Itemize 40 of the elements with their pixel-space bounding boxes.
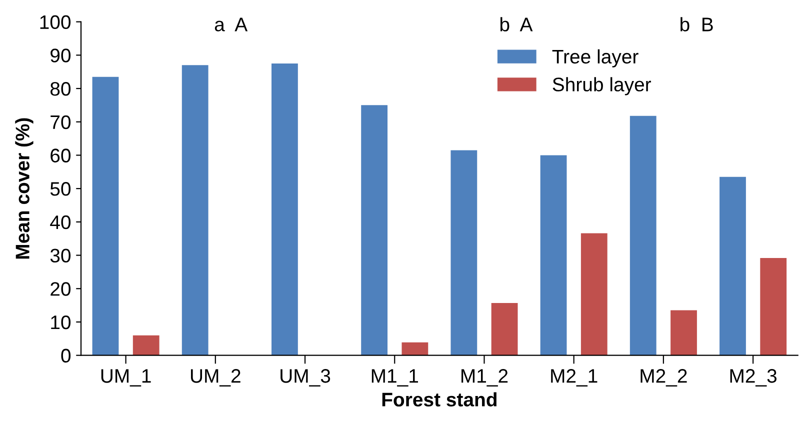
bar xyxy=(272,63,298,356)
x-tick-label: UM_2 xyxy=(190,369,240,386)
y-tick-label: 70 xyxy=(50,115,71,130)
y-tick-label: 100 xyxy=(40,15,71,30)
y-axis-title: Mean cover (%) xyxy=(15,118,34,259)
x-tick-label: M1_2 xyxy=(462,369,508,386)
x-tick-label: M1_1 xyxy=(372,369,418,386)
bar xyxy=(630,116,656,356)
x-tick-label: M2_2 xyxy=(640,369,687,386)
bar xyxy=(361,105,388,356)
y-tick-label: 40 xyxy=(50,215,71,230)
x-axis-title: Forest stand xyxy=(382,392,496,406)
annotation: a A xyxy=(214,18,248,32)
legend-label: Tree layer xyxy=(552,49,638,68)
bar xyxy=(720,176,746,356)
bar xyxy=(182,65,208,356)
annotation: b A xyxy=(500,17,533,32)
bar xyxy=(450,150,478,356)
bar xyxy=(540,155,567,356)
bar xyxy=(402,342,428,356)
x-tick-label: M2_1 xyxy=(551,369,598,386)
x-tick-label: M2_3 xyxy=(730,369,777,386)
y-tick-label: 80 xyxy=(50,82,71,96)
legend-label: Shrub layer xyxy=(552,77,651,96)
y-tick-label: 50 xyxy=(50,182,71,196)
y-tick-label: 30 xyxy=(50,248,71,263)
y-tick-label: 10 xyxy=(51,315,71,330)
bar xyxy=(92,76,119,356)
x-tick-label: UM_3 xyxy=(280,369,330,386)
y-tick-label: 60 xyxy=(50,148,71,162)
y-tick-label: 90 xyxy=(50,48,71,62)
y-tick-label: 20 xyxy=(50,282,71,296)
bar xyxy=(132,335,160,356)
x-tick-label: UM_1 xyxy=(101,369,151,386)
bar xyxy=(760,258,787,356)
bar xyxy=(580,233,608,356)
bar xyxy=(670,310,697,356)
annotation: b B xyxy=(680,17,713,32)
y-tick-label: 0 xyxy=(61,348,71,363)
bar xyxy=(491,302,518,356)
